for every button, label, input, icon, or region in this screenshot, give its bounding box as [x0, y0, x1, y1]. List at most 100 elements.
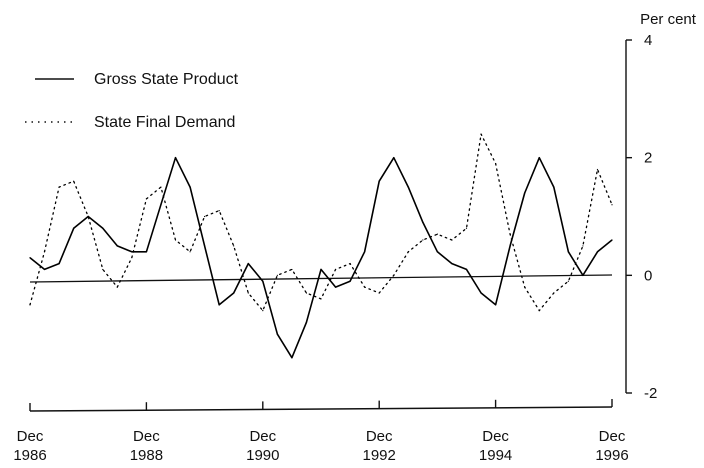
data-point-state-final-demand	[73, 180, 75, 182]
data-point-state-final-demand	[291, 268, 293, 271]
data-point-state-final-demand	[174, 239, 177, 241]
data-point-gross-state-product	[465, 268, 468, 271]
data-point-state-final-demand	[102, 268, 104, 271]
y-tick-label: 2	[644, 150, 652, 167]
series-line-state-final-demand	[29, 133, 613, 312]
x-tick-label-year: 1996	[595, 447, 628, 464]
data-point-gross-state-product	[393, 157, 395, 159]
x-tick-label-year: 1992	[363, 447, 396, 464]
data-point-gross-state-product	[204, 245, 206, 247]
data-point-gross-state-product	[495, 304, 497, 306]
data-point-state-final-demand	[378, 292, 380, 294]
y-tick-label: 0	[644, 267, 652, 284]
x-tick-label-month: Dec	[482, 428, 509, 445]
data-point-gross-state-product	[145, 251, 147, 253]
data-point-gross-state-product	[436, 251, 438, 253]
data-point-gross-state-product	[305, 321, 308, 323]
data-point-gross-state-product	[509, 245, 511, 247]
data-point-state-final-demand	[567, 280, 569, 282]
y-tick-label: 4	[644, 32, 652, 49]
data-point-state-final-demand	[436, 233, 438, 235]
data-point-state-final-demand	[116, 286, 118, 288]
data-point-state-final-demand	[320, 298, 322, 300]
data-point-state-final-demand	[465, 227, 468, 229]
data-point-state-final-demand	[538, 310, 540, 312]
data-point-state-final-demand	[131, 257, 133, 259]
x-tick-label-month: Dec	[366, 428, 393, 445]
data-point-gross-state-product	[276, 333, 278, 335]
data-point-gross-state-product	[233, 292, 235, 294]
data-point-gross-state-product	[407, 186, 409, 188]
data-point-gross-state-product	[247, 262, 249, 265]
data-point-state-final-demand	[349, 262, 351, 265]
data-point-state-final-demand	[393, 274, 395, 276]
data-point-state-final-demand	[596, 168, 599, 171]
data-point-gross-state-product	[596, 251, 599, 253]
data-point-state-final-demand	[611, 204, 613, 206]
data-point-gross-state-product	[73, 227, 75, 229]
data-point-state-final-demand	[218, 210, 220, 212]
data-point-gross-state-product	[291, 357, 293, 359]
data-point-gross-state-product	[334, 286, 337, 288]
data-point-state-final-demand	[29, 304, 31, 306]
data-point-state-final-demand	[189, 251, 191, 253]
series-line-gross-state-product	[29, 156, 613, 359]
data-point-gross-state-product	[480, 292, 482, 294]
x-tick-label-month: Dec	[249, 428, 276, 445]
data-point-state-final-demand	[262, 310, 264, 312]
y-tick-label: -2	[644, 385, 657, 402]
data-point-state-final-demand	[334, 268, 337, 271]
data-point-state-final-demand	[247, 292, 249, 294]
data-point-gross-state-product	[58, 262, 60, 265]
data-point-gross-state-product	[378, 180, 380, 182]
data-point-gross-state-product	[567, 251, 569, 253]
data-point-state-final-demand	[87, 215, 89, 218]
data-point-gross-state-product	[174, 157, 177, 159]
data-point-gross-state-product	[160, 204, 162, 206]
data-point-gross-state-product	[524, 192, 526, 194]
data-point-state-final-demand	[553, 292, 555, 294]
data-point-state-final-demand	[480, 133, 482, 135]
data-point-gross-state-product	[320, 268, 322, 271]
x-tick-label-month: Dec	[599, 428, 626, 445]
data-point-gross-state-product	[538, 157, 540, 159]
data-point-gross-state-product	[451, 262, 453, 265]
data-point-state-final-demand	[582, 245, 584, 247]
y-ticks: 4 2 0 -2	[626, 32, 657, 402]
data-point-state-final-demand	[145, 198, 147, 200]
data-point-gross-state-product	[422, 221, 424, 223]
data-point-state-final-demand	[524, 286, 526, 288]
data-point-gross-state-product	[218, 304, 220, 306]
data-point-state-final-demand	[451, 239, 453, 241]
y-unit-label: Per cent	[640, 11, 697, 28]
data-point-gross-state-product	[102, 227, 104, 229]
data-point-state-final-demand	[305, 292, 308, 294]
series-layer	[29, 133, 613, 359]
zero-line	[29, 274, 613, 283]
x-axis	[29, 406, 613, 412]
x-tick-label-year: 1988	[130, 447, 163, 464]
data-point-gross-state-product	[189, 186, 191, 188]
data-point-gross-state-product	[29, 257, 31, 259]
data-point-gross-state-product	[131, 251, 133, 253]
data-point-state-final-demand	[422, 239, 424, 241]
data-point-state-final-demand	[509, 233, 511, 235]
data-point-state-final-demand	[276, 274, 278, 276]
data-point-gross-state-product	[116, 245, 118, 247]
data-point-gross-state-product	[262, 280, 264, 282]
data-point-gross-state-product	[43, 268, 46, 271]
data-point-state-final-demand	[204, 215, 206, 218]
x-tick-label-year: 1986	[13, 447, 46, 464]
x-tick-label-month: Dec	[17, 428, 44, 445]
legend-label-state-final-demand: State Final Demand	[94, 114, 235, 131]
data-point-state-final-demand	[43, 251, 46, 253]
data-point-gross-state-product	[364, 251, 366, 253]
x-tick-label-year: 1990	[246, 447, 279, 464]
data-point-state-final-demand	[407, 251, 409, 253]
data-point-state-final-demand	[364, 286, 366, 288]
data-point-state-final-demand	[233, 245, 235, 247]
data-point-state-final-demand	[160, 186, 162, 188]
data-point-state-final-demand	[58, 186, 60, 188]
data-point-gross-state-product	[553, 186, 555, 188]
